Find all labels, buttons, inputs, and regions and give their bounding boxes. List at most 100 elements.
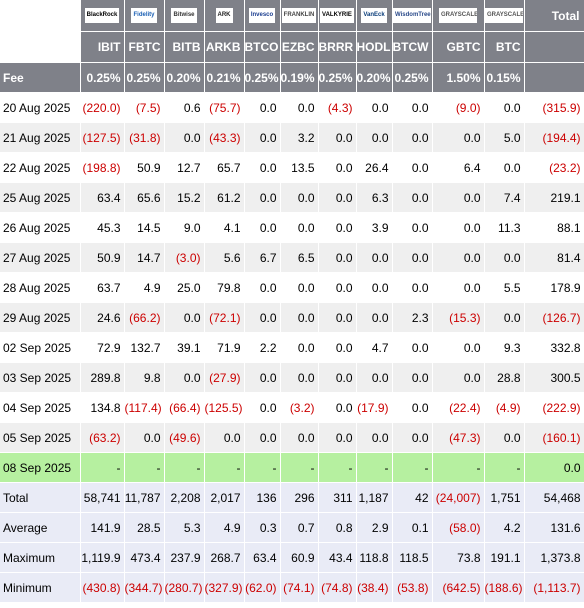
value-cell: - [318, 452, 357, 483]
value-cell: (280.7) [164, 572, 205, 603]
total-cell: (315.9) [524, 92, 584, 123]
ticker-cell: HODL [356, 31, 393, 63]
value-cell: 72.9 [80, 332, 125, 363]
value-cell: 0.3 [244, 512, 281, 543]
value-cell: - [356, 452, 393, 483]
value-cell: 0.8 [318, 512, 357, 543]
ticker-cell: FBTC [124, 31, 165, 63]
value-cell: (38.4) [356, 572, 393, 603]
franklin-logo-icon: FRANKLIN [281, 8, 317, 24]
value-cell: 14.7 [124, 242, 165, 273]
value-cell: 0.0 [244, 272, 281, 303]
value-cell: 136 [244, 482, 281, 513]
total-cell: (222.9) [524, 392, 584, 423]
ticker-cell: BRRR [318, 31, 357, 63]
value-cell: - [484, 452, 525, 483]
value-cell: 311 [318, 482, 357, 513]
value-cell: 11,787 [124, 482, 165, 513]
value-cell: 0.0 [392, 242, 433, 273]
ticker-cell: BTCW [392, 31, 433, 63]
value-cell: (7.5) [124, 92, 165, 123]
issuer-logo-row: BlackRock Fidelity Bitwise ARK Invesco F… [0, 0, 584, 32]
fee-cell: 0.20% [164, 62, 205, 93]
value-cell: 191.1 [484, 542, 525, 573]
total-cell: (160.1) [524, 422, 584, 453]
value-cell: - [124, 452, 165, 483]
blackrock-logo-icon: BlackRock [84, 8, 120, 24]
value-cell: 134.8 [80, 392, 125, 423]
summary-row: Average 141.9 28.5 5.3 4.9 0.3 0.7 0.8 2.9 0.1 (58… [0, 512, 584, 543]
total-cell: (194.4) [524, 122, 584, 153]
summary-label: Average [0, 512, 81, 543]
value-cell: (3.0) [164, 242, 205, 273]
value-cell: 1,119.9 [80, 542, 125, 573]
value-cell: 3.9 [356, 212, 393, 243]
value-cell: 5.5 [484, 272, 525, 303]
value-cell: 0.0 [432, 182, 485, 213]
value-cell: 13.5 [280, 152, 319, 183]
corner-cell [0, 31, 81, 63]
fee-cell: 1.50% [432, 62, 485, 93]
value-cell: 0.0 [244, 212, 281, 243]
value-cell: 65.6 [124, 182, 165, 213]
value-cell: (17.9) [356, 392, 393, 423]
fee-cell: 0.21% [204, 62, 245, 93]
value-cell: 0.0 [318, 392, 357, 423]
value-cell: 0.1 [392, 512, 433, 543]
value-cell: 73.8 [432, 542, 485, 573]
value-cell: 0.0 [392, 152, 433, 183]
value-cell: 9.8 [124, 362, 165, 393]
value-cell: 50.9 [80, 242, 125, 273]
value-cell: 0.0 [432, 332, 485, 363]
value-cell: 2,017 [204, 482, 245, 513]
value-cell: - [244, 452, 281, 483]
ticker-cell: BITB [164, 31, 205, 63]
value-cell: 0.0 [392, 392, 433, 423]
table-row: 25 Aug 2025 63.4 65.6 15.2 61.2 0.0 0.0 0.0 6.3 0… [0, 182, 584, 213]
value-cell: 26.4 [356, 152, 393, 183]
table-row: 03 Sep 2025 289.8 9.8 0.0 (27.9) 0.0 0.0 0.0 0.0… [0, 362, 584, 393]
value-cell: (49.6) [164, 422, 205, 453]
value-cell: 6.5 [280, 242, 319, 273]
grayscale-logo-icon: GRAYSCALE [439, 8, 477, 24]
value-cell: (63.2) [80, 422, 125, 453]
value-cell: 0.0 [280, 422, 319, 453]
value-cell: 4.9 [124, 272, 165, 303]
value-cell: 0.0 [280, 182, 319, 213]
fee-cell: 0.20% [356, 62, 393, 93]
value-cell: 141.9 [80, 512, 125, 543]
value-cell: 0.0 [356, 362, 393, 393]
value-cell: 39.1 [164, 332, 205, 363]
date-cell: 08 Sep 2025 [0, 452, 81, 483]
value-cell: (53.8) [392, 572, 433, 603]
value-cell: (72.1) [204, 302, 245, 333]
table-row: 21 Aug 2025 (127.5) (31.8) 0.0 (43.3) 0.0 3.2 0… [0, 122, 584, 153]
value-cell: (15.3) [432, 302, 485, 333]
value-cell: 0.0 [164, 362, 205, 393]
fee-cell: 0.15% [484, 62, 525, 93]
summary-rows: Total 58,741 11,787 2,208 2,017 136 296 311 1,18… [0, 482, 584, 603]
date-cell: 21 Aug 2025 [0, 122, 81, 153]
value-cell: 0.0 [124, 422, 165, 453]
logo-cell: VanEck [356, 0, 393, 32]
ticker-cell: BTCO [244, 31, 281, 63]
value-cell: 0.0 [244, 152, 281, 183]
value-cell: 63.4 [80, 182, 125, 213]
valkyrie-logo-icon: VALKYRIE [320, 8, 354, 24]
value-cell: 0.0 [244, 422, 281, 453]
value-cell: 6.3 [356, 182, 393, 213]
total-cell: 219.1 [524, 182, 584, 213]
value-cell: 0.0 [432, 212, 485, 243]
value-cell: (642.5) [432, 572, 485, 603]
value-cell: 0.0 [280, 92, 319, 123]
table-row: 22 Aug 2025 (198.8) 50.9 12.7 65.7 0.0 13.5 0.0… [0, 152, 584, 183]
value-cell: 4.2 [484, 512, 525, 543]
value-cell: 0.0 [280, 332, 319, 363]
logo-cell: GRAYSCALE [484, 0, 525, 32]
ark-logo-icon: ARK [215, 8, 233, 24]
value-cell: 12.7 [164, 152, 205, 183]
summary-label: Minimum [0, 572, 81, 603]
total-cell: (1,113.7) [524, 572, 584, 603]
vaneck-logo-icon: VanEck [361, 8, 387, 24]
summary-label: Maximum [0, 542, 81, 573]
